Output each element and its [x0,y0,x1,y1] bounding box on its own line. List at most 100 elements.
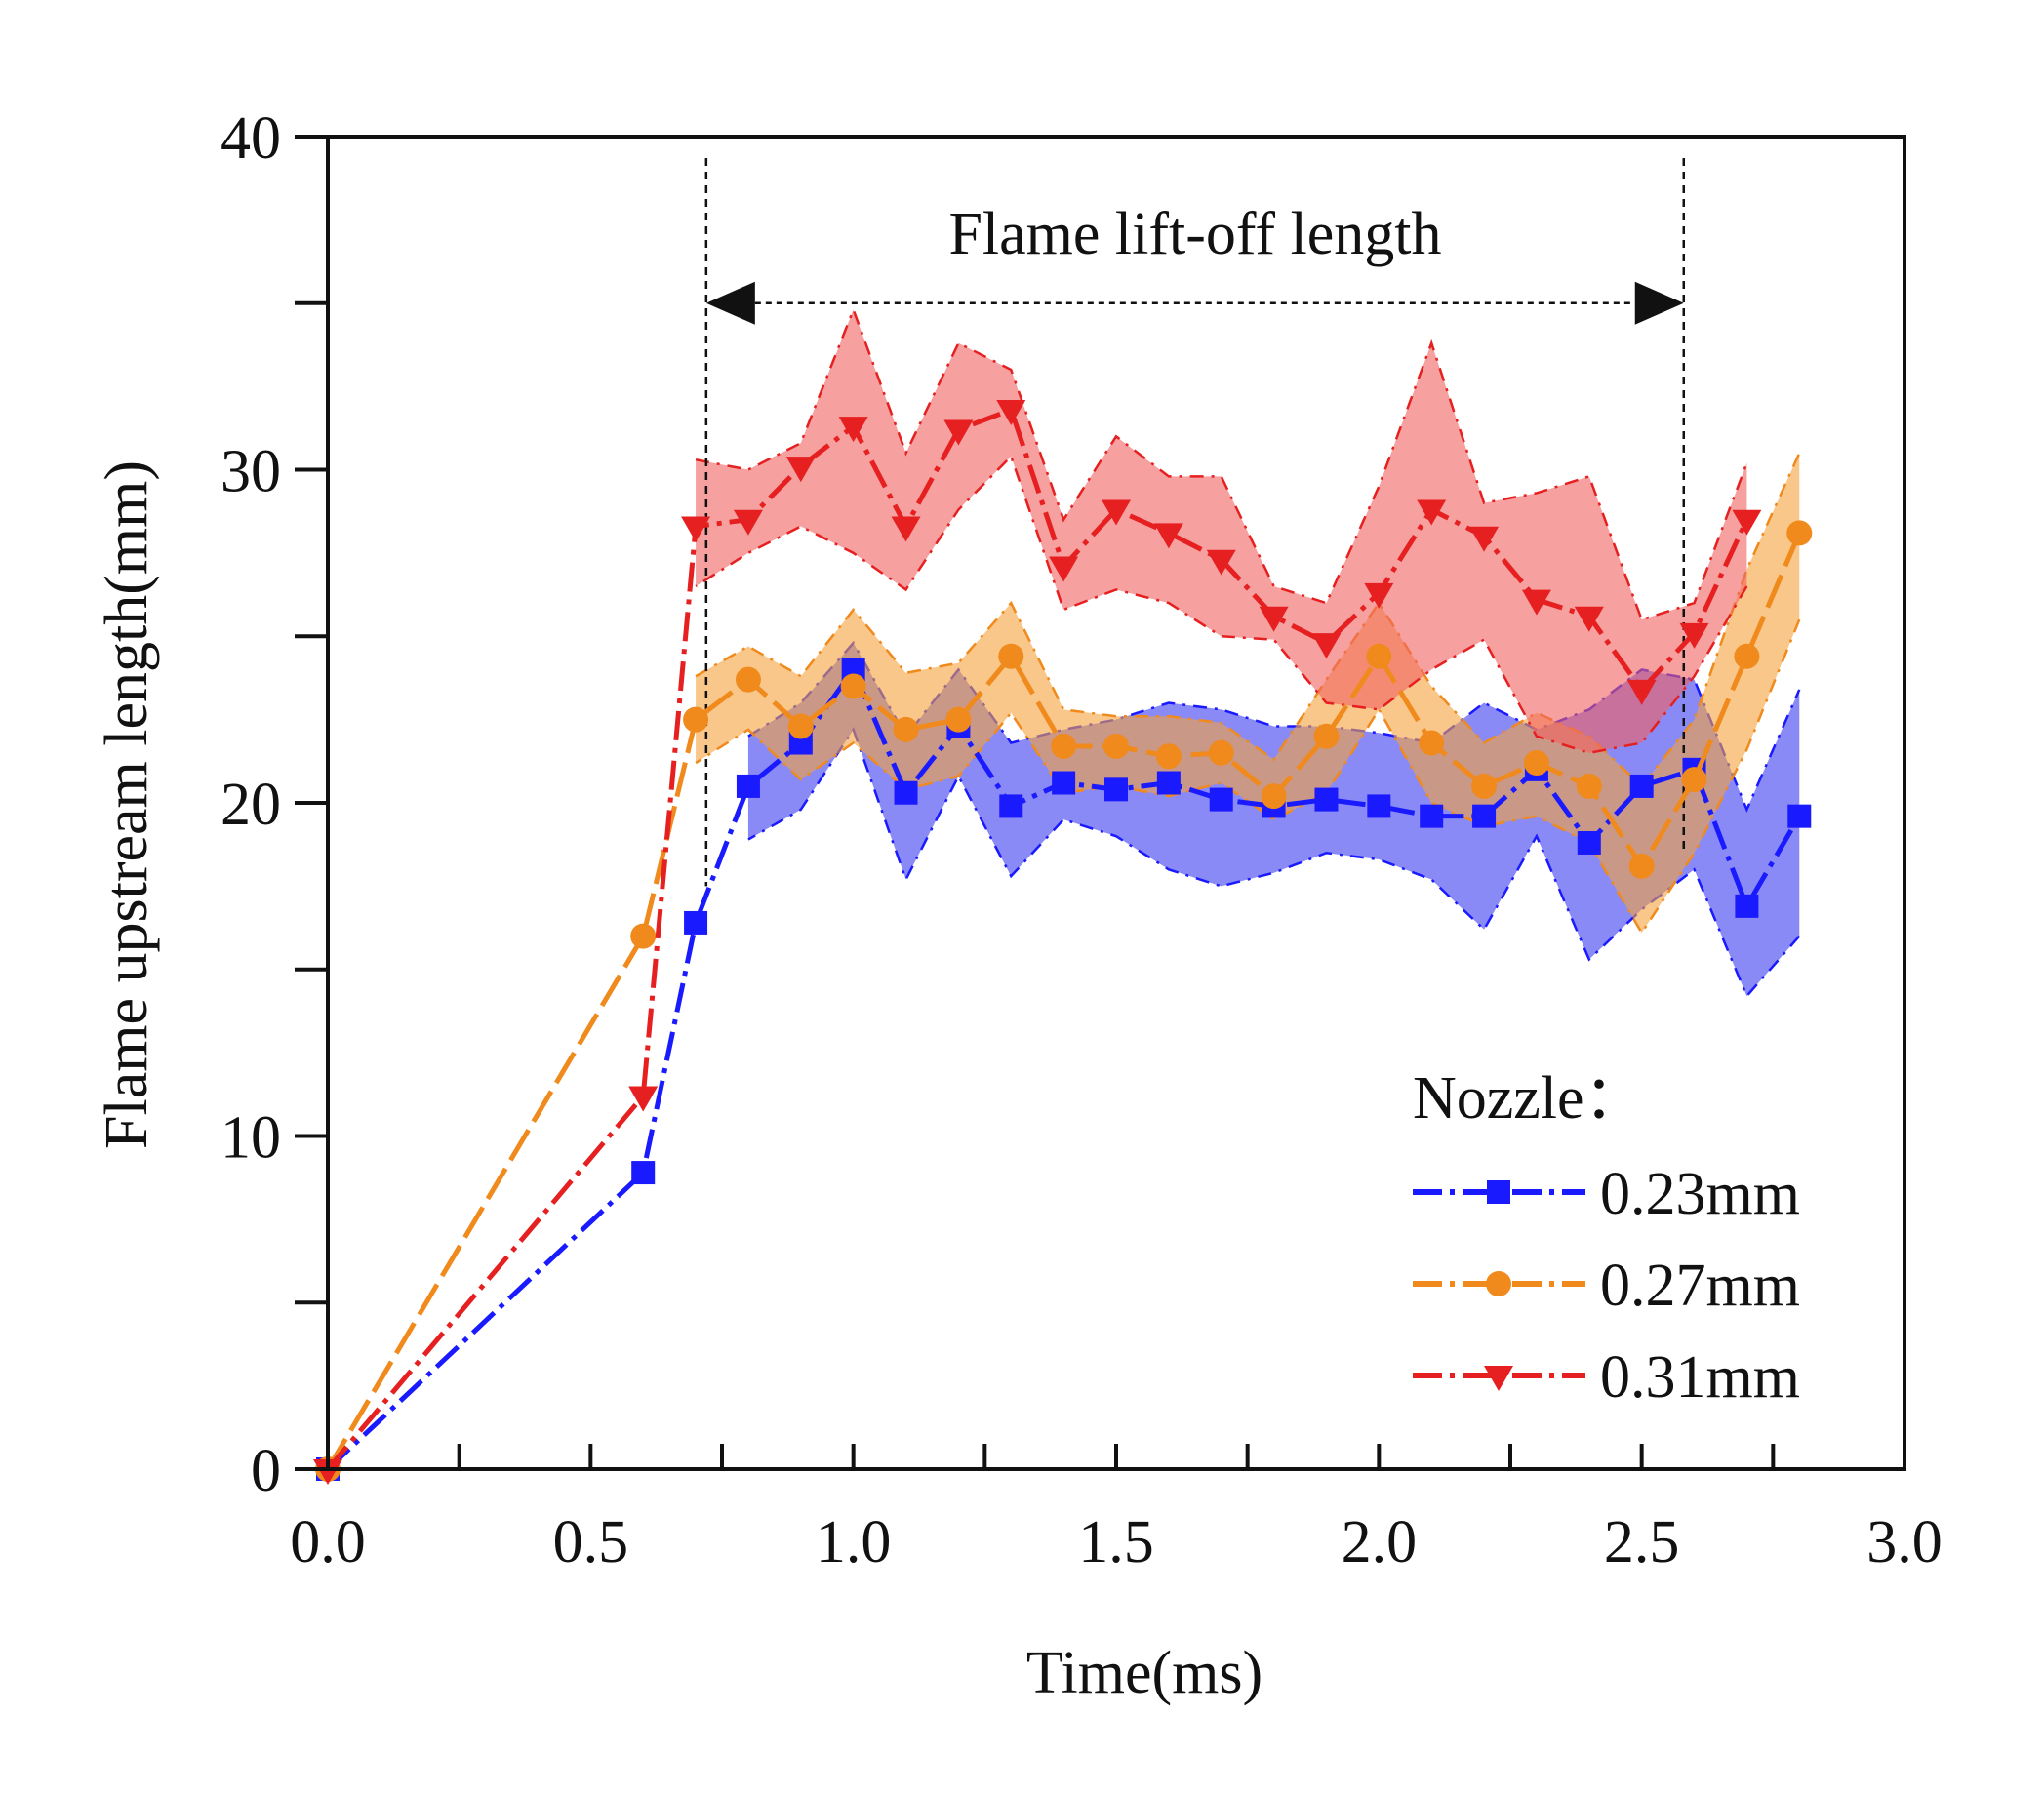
data-point-0.31mm [1206,549,1236,576]
data-point-0.23mm [1787,804,1812,828]
legend: Nozzle： 0.23mm 0.27mm 0.31mm [1413,1065,1800,1411]
data-point-0.27mm [1471,773,1498,799]
uncertainty-bands [695,306,1801,999]
data-point-0.27mm [893,716,919,742]
data-point-0.27mm [1103,733,1129,759]
band-lower-0.31mm [695,454,1748,755]
data-point-0.23mm [631,1161,656,1185]
x-tick-label: 1.5 [1078,1509,1154,1575]
data-point-0.31mm [943,419,974,446]
legend-marker-0.27mm [1486,1271,1511,1296]
data-point-0.31mm [1417,499,1447,526]
data-point-0.31mm [733,509,763,536]
data-point-0.27mm [630,923,657,949]
data-point-0.23mm [894,780,918,805]
data-point-0.23mm [1209,787,1233,812]
y-axis-ticks: 0 10 20 30 40 [220,105,328,1504]
data-point-0.31mm [996,400,1026,426]
legend-label-0.31mm: 0.31mm [1600,1344,1800,1411]
band-upper-0.27mm [695,452,1801,788]
x-tick-label: 2.5 [1604,1509,1680,1575]
data-point-0.31mm [1259,606,1289,632]
data-point-0.23mm [1052,771,1076,795]
legend-label-0.27mm: 0.27mm [1600,1253,1800,1319]
data-point-0.23mm [999,794,1023,818]
data-point-0.27mm [683,706,709,733]
data-point-0.27mm [1313,723,1340,749]
band-0.27mm [696,453,1800,934]
data-point-0.23mm [1735,894,1759,918]
legend-marker-0.23mm [1487,1180,1510,1204]
data-point-0.31mm [1153,523,1183,549]
series-0.27mm [315,520,1813,1482]
lift-off-annotation-label: Flame lift-off length [948,201,1441,267]
y-tick-label: 40 [220,105,281,172]
lift-off-arrow-head-left [705,281,755,325]
data-point-0.23mm [1156,771,1181,795]
data-point-0.31mm [1521,589,1551,616]
legend-title: Nozzle： [1413,1065,1645,1132]
data-point-0.27mm [787,713,814,739]
data-point-0.23mm [736,774,760,798]
x-tick-label: 0.0 [290,1509,366,1575]
data-point-0.31mm [1574,606,1604,632]
data-point-0.23mm [1420,804,1444,828]
data-point-0.23mm [1314,787,1339,812]
data-point-0.31mm [681,516,711,542]
data-point-0.31mm [1626,679,1657,705]
y-axis-title: Flame upstream length(mm) [94,460,160,1149]
data-point-0.31mm [1102,499,1131,526]
data-point-0.23mm [1577,830,1601,855]
x-tick-label: 3.0 [1866,1509,1943,1575]
data-point-0.31mm [628,1086,659,1112]
data-point-0.31mm [1364,582,1394,609]
y-tick-label: 10 [220,1105,281,1172]
data-point-0.31mm [1049,556,1079,582]
data-point-0.31mm [1469,526,1500,552]
data-point-0.23mm [1367,794,1391,818]
data-point-0.27mm [1681,767,1707,793]
data-point-0.27mm [1523,750,1549,777]
data-point-0.27mm [1576,773,1602,799]
series-line-0.31mm [326,407,1749,1471]
data-point-0.23mm [1472,804,1497,828]
data-point-0.27mm [840,673,866,699]
data-point-0.23mm [1104,777,1128,802]
data-point-0.23mm [1629,774,1654,798]
lift-off-guides [704,158,1686,887]
x-tick-label: 1.0 [816,1509,892,1575]
data-point-0.31mm [1311,633,1342,659]
data-point-0.27mm [1786,520,1813,546]
x-axis-title: Time(ms) [1026,1640,1262,1706]
data-point-0.27mm [735,666,761,693]
lift-off-arrow-head-right [1634,281,1684,325]
data-point-0.31mm [1679,622,1709,649]
data-point-0.31mm [838,417,868,443]
data-point-0.27mm [1734,643,1760,669]
data-point-0.31mm [313,1459,342,1485]
y-tick-label: 20 [220,772,281,838]
legend-marker-0.31mm [1484,1366,1513,1391]
y-tick-label: 0 [251,1438,281,1504]
data-point-0.27mm [1261,783,1287,810]
data-point-0.27mm [998,643,1024,669]
series-0.31mm [313,400,1762,1485]
band-lower-0.23mm [747,727,1801,999]
data-point-0.31mm [1732,509,1762,536]
band-upper-0.31mm [695,306,1748,621]
data-series [313,400,1813,1485]
y-tick-label: 30 [220,439,281,505]
x-tick-label: 2.0 [1342,1509,1418,1575]
series-0.23mm [316,658,1812,1481]
data-point-0.27mm [1208,739,1234,766]
data-point-0.27mm [945,706,972,733]
data-point-0.31mm [785,457,816,483]
data-point-0.27mm [1366,643,1392,669]
x-axis-ticks: 0.0 0.5 1.0 1.5 2.0 2.5 3.0 [290,1444,1943,1575]
data-point-0.27mm [1419,730,1445,756]
data-point-0.27mm [1155,743,1182,770]
data-point-0.27mm [1628,853,1655,879]
x-tick-label: 0.5 [553,1509,629,1575]
data-point-0.31mm [891,516,921,542]
